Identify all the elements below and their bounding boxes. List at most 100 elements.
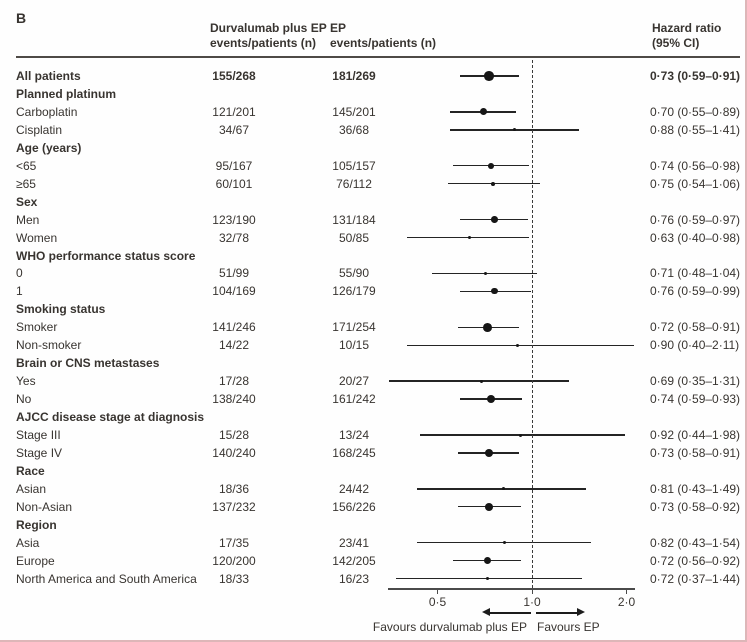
hazard-ratio-value: 0·76 (0·59–0·97) [650,212,741,227]
row-label: Smoker [16,320,58,335]
column-header-treatment: Durvalumab plus EP events/patients (n) [210,21,327,51]
control-events: 171/254 [332,320,376,335]
point-estimate-marker [484,448,494,458]
treatment-events: 140/240 [212,445,256,460]
treatment-events: 32/78 [218,230,250,245]
hazard-ratio-value: 0·81 (0·43–1·49) [650,481,741,496]
x-tick [531,589,533,594]
point-estimate-marker [491,216,498,223]
treatment-events: 120/200 [212,553,256,568]
row-label: Stage III [16,428,61,442]
control-events: 24/42 [338,481,370,496]
column-header-treatment-line1: Durvalumab plus EP [210,21,327,35]
point-estimate-marker [501,487,505,491]
row-label: 1 [16,284,23,299]
hazard-ratio-value: 0·74 (0·56–0·98) [650,158,741,173]
favours-right-label: Favours EP [537,620,600,634]
hazard-ratio-value: 0·72 (0·37–1·44) [650,571,741,586]
row-label: Carboplatin [16,104,78,119]
group-label: Sex [16,194,38,209]
column-header-control-line1: EP [330,21,347,35]
control-events: 156/226 [332,499,376,514]
row-label: Yes [16,374,36,389]
group-label: Brain or CNS metastases [16,356,160,371]
control-events: 55/90 [338,266,370,281]
control-events: 105/157 [332,158,376,173]
control-events: 50/85 [338,230,370,245]
control-events: 76/112 [336,176,372,191]
row-label: Stage IV [16,445,63,460]
column-header-control-line2: events/patients (n) [330,36,437,50]
treatment-events: 17/35 [218,535,250,550]
favours-right-arrow-icon [577,608,585,616]
hazard-ratio-value: 0·90 (0·40–2·11) [650,338,740,353]
row-label: Europe [16,553,55,568]
control-events: 126/179 [332,284,376,299]
control-events: 23/41 [338,535,370,550]
point-estimate-marker [483,557,491,565]
hazard-ratio-value: 0·92 (0·44–1·98) [650,428,741,442]
x-tick-label: 1·0 [523,595,541,609]
group-label: Age (years) [16,140,82,155]
group-label: Region [16,517,57,532]
control-events: 161/242 [332,392,376,407]
hazard-ratio-value: 0·71 (0·48–1·04) [650,266,741,281]
x-tick-label: 0·5 [428,595,447,609]
control-events: 181/269 [332,69,376,83]
point-estimate-marker [490,181,495,186]
treatment-events: 155/268 [212,69,256,83]
treatment-events: 14/22 [218,338,250,353]
control-events: 10/15 [338,338,370,353]
row-label: Men [16,212,40,227]
hazard-ratio-value: 0·75 (0·54–1·06) [650,176,741,191]
hazard-ratio-value: 0·72 (0·56–0·92) [650,553,741,568]
control-events: 131/184 [332,212,376,227]
treatment-events: 60/101 [215,176,253,191]
point-estimate-marker [482,322,492,332]
treatment-events: 95/167 [215,158,253,173]
row-label: Asian [16,481,47,496]
column-header-control: EP events/patients (n) [330,21,436,51]
row-label: Non-Asian [16,499,73,514]
row-label: Non-smoker [16,338,82,353]
point-estimate-marker [488,162,494,169]
row-label: <65 [16,158,37,173]
group-label: Race [16,463,45,478]
row-label: All patients [16,69,81,83]
row-label: No [16,392,32,407]
hazard-ratio-value: 0·73 (0·58–0·91) [650,445,741,460]
point-estimate-marker [483,271,487,276]
point-estimate-marker [479,379,483,383]
ci-line [416,488,587,490]
hazard-ratio-value: 0·88 (0·55–1·41) [650,122,741,137]
favours-right-arrow-line [536,612,578,614]
point-estimate-marker [513,128,517,132]
point-estimate-marker [485,502,494,511]
x-tick [437,589,438,594]
hazard-ratio-value: 0·76 (0·59–0·99) [650,284,741,299]
control-events: 142/205 [332,553,376,568]
treatment-events: 121/201 [212,104,256,119]
hazard-ratio-value: 0·69 (0·35–1·31) [650,374,741,389]
point-estimate-marker [491,288,498,295]
treatment-events: 17/28 [218,374,250,389]
row-label: North America and South America [16,571,197,586]
row-label: Asia [16,535,40,550]
favours-left-arrow-line [489,612,531,614]
point-estimate-marker [484,71,494,81]
panel-label: B [16,10,27,26]
x-axis [388,588,635,590]
column-header-hazard-line2: (95% CI) [652,36,700,50]
group-label: AJCC disease stage at diagnosis [16,410,205,425]
treatment-events: 104/169 [212,284,256,299]
point-estimate-marker [479,108,487,116]
control-events: 168/245 [332,445,376,460]
ci-line [396,577,582,580]
control-events: 13/24 [338,428,370,442]
hazard-ratio-value: 0·70 (0·55–0·89) [650,104,741,119]
reference-line [532,60,533,588]
row-label: 0 [16,266,23,281]
hazard-ratio-value: 0·72 (0·58–0·91) [650,320,741,335]
ci-line [407,344,634,346]
